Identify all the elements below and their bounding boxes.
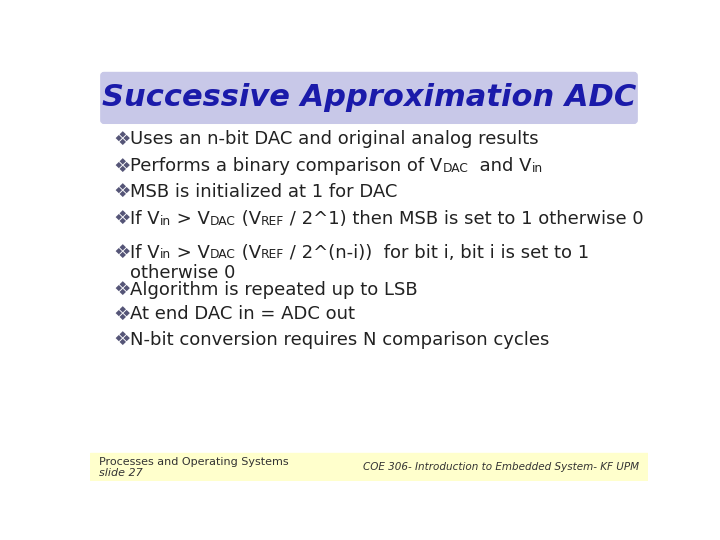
Text: ❖: ❖ xyxy=(113,280,131,299)
Text: DAC: DAC xyxy=(210,214,236,228)
Text: / 2^(n-i))  for bit i, bit i is set to 1: / 2^(n-i)) for bit i, bit i is set to 1 xyxy=(284,244,589,262)
Text: DAC: DAC xyxy=(210,248,236,261)
Text: / 2^1) then MSB is set to 1 otherwise 0: / 2^1) then MSB is set to 1 otherwise 0 xyxy=(284,210,644,228)
Text: At end DAC in = ADC out: At end DAC in = ADC out xyxy=(130,305,355,323)
FancyBboxPatch shape xyxy=(101,72,637,123)
Text: N-bit conversion requires N comparison cycles: N-bit conversion requires N comparison c… xyxy=(130,330,549,349)
Text: > V: > V xyxy=(171,210,210,228)
Text: ❖: ❖ xyxy=(113,330,131,349)
Text: otherwise 0: otherwise 0 xyxy=(130,264,235,282)
Text: ❖: ❖ xyxy=(113,130,131,149)
Text: in: in xyxy=(532,162,543,176)
Text: Processes and Operating Systems: Processes and Operating Systems xyxy=(99,457,289,467)
Text: in: in xyxy=(160,248,171,261)
Text: ❖: ❖ xyxy=(113,157,131,176)
Text: (V: (V xyxy=(236,210,261,228)
Text: If V: If V xyxy=(130,244,160,262)
Text: ❖: ❖ xyxy=(113,210,131,228)
Text: MSB is initialized at 1 for DAC: MSB is initialized at 1 for DAC xyxy=(130,183,397,201)
Text: REF: REF xyxy=(261,248,284,261)
Text: and V: and V xyxy=(469,158,532,176)
Text: ❖: ❖ xyxy=(113,243,131,262)
Text: If V: If V xyxy=(130,210,160,228)
Text: slide 27: slide 27 xyxy=(99,468,143,478)
Text: in: in xyxy=(160,214,171,228)
Text: ❖: ❖ xyxy=(113,305,131,324)
Text: COE 306- Introduction to Embedded System- KF UPM: COE 306- Introduction to Embedded System… xyxy=(363,462,639,472)
Text: > V: > V xyxy=(171,244,210,262)
Text: Algorithm is repeated up to LSB: Algorithm is repeated up to LSB xyxy=(130,281,418,299)
Text: DAC: DAC xyxy=(443,162,469,176)
Text: ❖: ❖ xyxy=(113,183,131,201)
Text: Performs a binary comparison of V: Performs a binary comparison of V xyxy=(130,158,443,176)
Text: Successive Approximation ADC: Successive Approximation ADC xyxy=(102,83,636,112)
Text: Uses an n-bit DAC and original analog results: Uses an n-bit DAC and original analog re… xyxy=(130,131,539,149)
Text: (V: (V xyxy=(236,244,261,262)
Text: REF: REF xyxy=(261,214,284,228)
FancyBboxPatch shape xyxy=(90,453,648,481)
